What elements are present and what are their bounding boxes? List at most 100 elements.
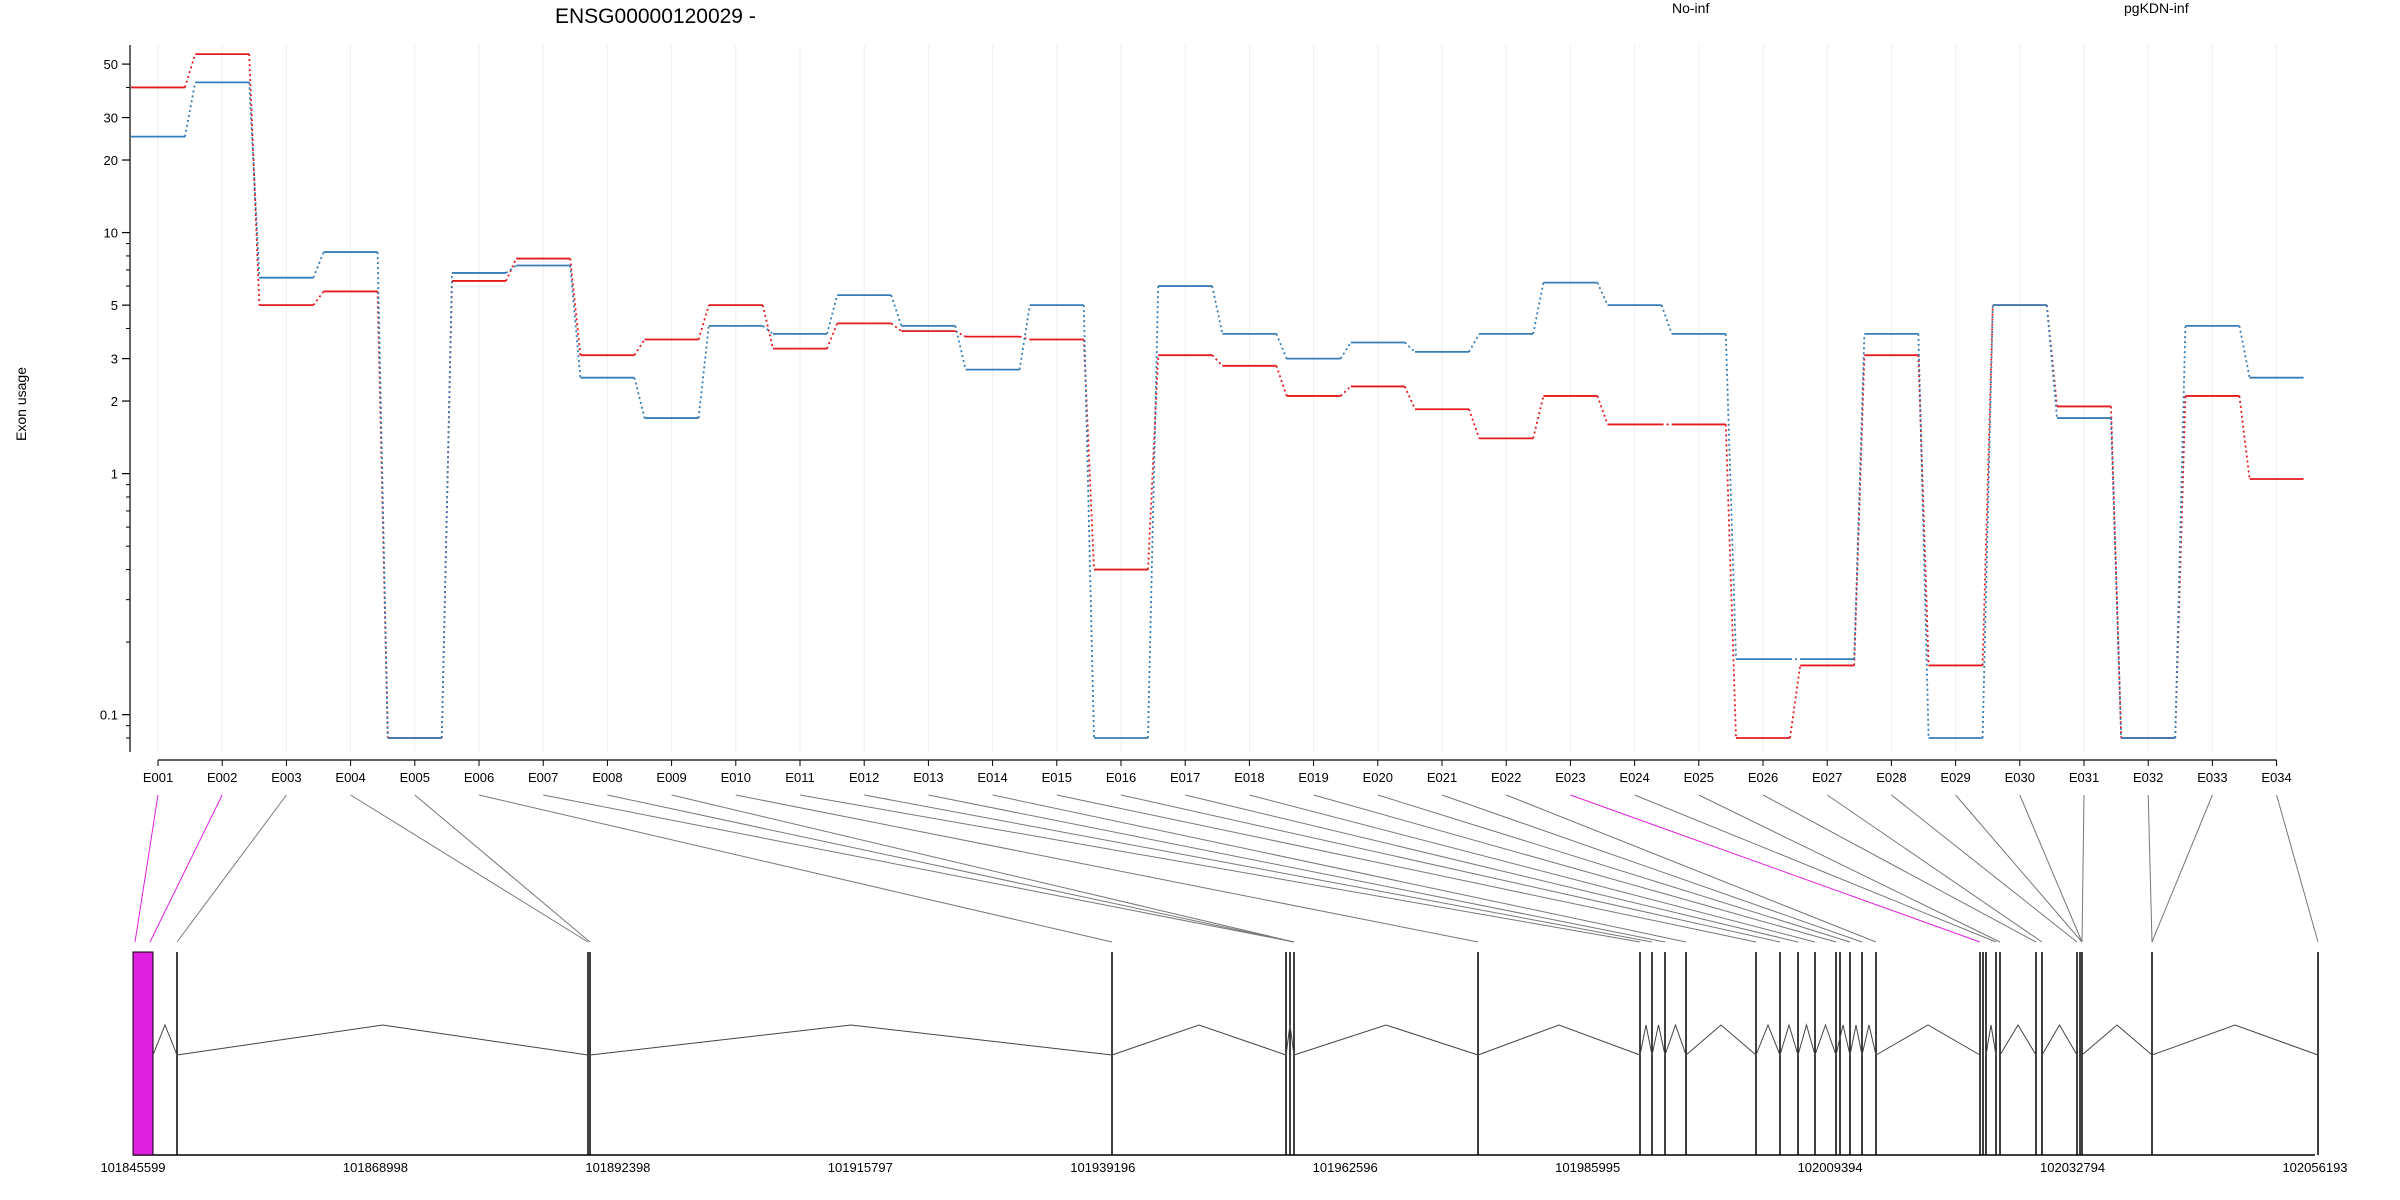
series-no-inf — [131, 53, 2304, 739]
exon-connector — [1891, 794, 2078, 943]
x-tick-label: E009 — [656, 770, 686, 785]
x-tick-label: E030 — [2005, 770, 2035, 785]
intron-line — [1835, 1024, 1851, 1056]
y-tick-label: 50 — [104, 57, 118, 72]
exon-connector — [1313, 794, 1837, 943]
series-connector — [1147, 286, 1160, 739]
series-connector — [1981, 305, 1994, 666]
series-connector — [1147, 355, 1160, 570]
x-tick-label: E004 — [335, 770, 365, 785]
series-connector — [1275, 333, 1288, 359]
x-tick-label: E018 — [1234, 770, 1264, 785]
x-tick-label: E026 — [1748, 770, 1778, 785]
series-connector — [1724, 333, 1737, 660]
exon-connector — [149, 794, 223, 943]
x-tick-label: E025 — [1684, 770, 1714, 785]
intron-line — [2041, 1024, 2078, 1056]
series-connector — [954, 325, 967, 370]
series-connector — [1018, 304, 1031, 370]
intron-line — [1999, 1024, 2037, 1056]
intron-line — [1285, 1024, 1295, 1056]
x-tick-label: E011 — [785, 770, 814, 785]
x-tick-label: E031 — [2069, 770, 2099, 785]
exon-connector — [671, 794, 1295, 943]
intron-line — [1849, 1024, 1863, 1056]
series-connector — [1211, 285, 1224, 335]
series-connector — [505, 264, 517, 274]
y-tick-label: 30 — [104, 111, 118, 126]
genomic-tick-label: 101915797 — [828, 1160, 893, 1175]
series-connector — [762, 325, 774, 335]
genomic-tick-label: 101985995 — [1555, 1160, 1620, 1175]
exon-connector — [2019, 794, 2083, 943]
exon-connector — [1570, 794, 1981, 943]
genomic-tick-label: 101939196 — [1070, 1160, 1135, 1175]
chart-title: ENSG00000120029 - — [555, 5, 756, 28]
y-tick-label: 3 — [111, 352, 118, 367]
intron-line — [1875, 1024, 1981, 1056]
exon-connector — [1506, 794, 1877, 943]
x-tick-label: E022 — [1491, 770, 1521, 785]
x-tick-label: E014 — [977, 770, 1007, 785]
series-connector — [1532, 395, 1545, 439]
exon-connector — [992, 794, 1687, 943]
series-connector — [1082, 305, 1095, 739]
x-tick-label: E029 — [1940, 770, 1970, 785]
series-connector — [2174, 325, 2187, 739]
intron-line — [1779, 1023, 1799, 1056]
exon-connector — [2276, 794, 2319, 943]
legend-no-inf: No-inf — [1672, 0, 1709, 16]
x-tick-label: E028 — [1876, 770, 1906, 785]
series-lines — [131, 53, 2304, 739]
intron-line — [2081, 1024, 2153, 1056]
series-connector — [1403, 386, 1416, 410]
series-connector — [1404, 341, 1416, 353]
exon-connector — [134, 794, 159, 943]
exon-connector — [1249, 794, 1816, 943]
genomic-tick-label: 102032794 — [2040, 1160, 2105, 1175]
series-connector — [1468, 408, 1481, 439]
series-connector — [312, 251, 325, 278]
exon-connector — [1441, 794, 1863, 943]
x-tick-label: E027 — [1812, 770, 1842, 785]
y-axis: 0.1 1 2 3 5 10 20 30 50 — [100, 45, 131, 752]
exon-connector — [543, 794, 1295, 943]
intron-line — [1664, 1023, 1687, 1056]
x-tick-label: E033 — [2197, 770, 2227, 785]
exon-connector — [176, 794, 287, 943]
x-tick-label: E032 — [2133, 770, 2163, 785]
x-tick-label: E020 — [1363, 770, 1393, 785]
series-connector — [890, 322, 902, 332]
series-connector — [569, 265, 582, 378]
x-tick-label: E023 — [1555, 770, 1585, 785]
exon-connector — [864, 794, 1653, 943]
genomic-tick-label: 101962596 — [1313, 1160, 1378, 1175]
x-tick-label: E005 — [400, 770, 430, 785]
genomic-tick-label: 101892398 — [585, 1160, 650, 1175]
x-tick-label: E003 — [271, 770, 301, 785]
exon-connector-lines — [134, 794, 2319, 943]
series-connector — [697, 304, 710, 340]
genomic-tick-label: 102009394 — [1798, 1160, 1863, 1175]
intron-line — [176, 1024, 589, 1056]
exon-connector — [799, 794, 1641, 943]
series-connector — [440, 280, 453, 739]
intron-line — [1814, 1023, 1837, 1056]
exon-connector — [1120, 794, 1781, 943]
series-connector — [2045, 305, 2058, 419]
x-tick-label: E016 — [1106, 770, 1136, 785]
series-connector — [890, 294, 903, 327]
exon-connector — [1185, 794, 1799, 943]
intron-line — [1477, 1024, 1641, 1056]
genomic-tick-label: 102056193 — [2282, 1160, 2347, 1175]
y-tick-label: 5 — [111, 298, 118, 313]
x-tick-label: E015 — [1042, 770, 1072, 785]
x-tick-label: E013 — [913, 770, 943, 785]
series-connector — [440, 272, 453, 739]
intron-line — [1111, 1024, 1287, 1056]
genomic-tick-label: 101868998 — [343, 1160, 408, 1175]
series-pgkdn-inf — [131, 81, 2304, 739]
y-tick-label: 2 — [111, 394, 118, 409]
x-tick-label: E008 — [592, 770, 622, 785]
